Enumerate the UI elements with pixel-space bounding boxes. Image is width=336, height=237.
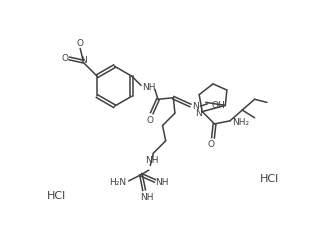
Text: O: O bbox=[147, 116, 154, 125]
Text: NH: NH bbox=[145, 156, 159, 165]
Text: HCl: HCl bbox=[47, 191, 66, 201]
Text: NH: NH bbox=[142, 83, 156, 92]
Text: N: N bbox=[80, 55, 87, 64]
Text: O: O bbox=[208, 140, 215, 149]
Text: N: N bbox=[192, 102, 199, 111]
Text: O: O bbox=[61, 54, 68, 63]
Text: OH: OH bbox=[211, 101, 225, 110]
Text: N: N bbox=[195, 109, 202, 118]
Text: O: O bbox=[77, 39, 84, 48]
Text: H₂N: H₂N bbox=[109, 178, 126, 187]
Text: HCl: HCl bbox=[260, 173, 280, 184]
Text: NH: NH bbox=[140, 193, 153, 202]
Text: NH: NH bbox=[155, 178, 169, 187]
Text: NH₂: NH₂ bbox=[232, 118, 249, 127]
